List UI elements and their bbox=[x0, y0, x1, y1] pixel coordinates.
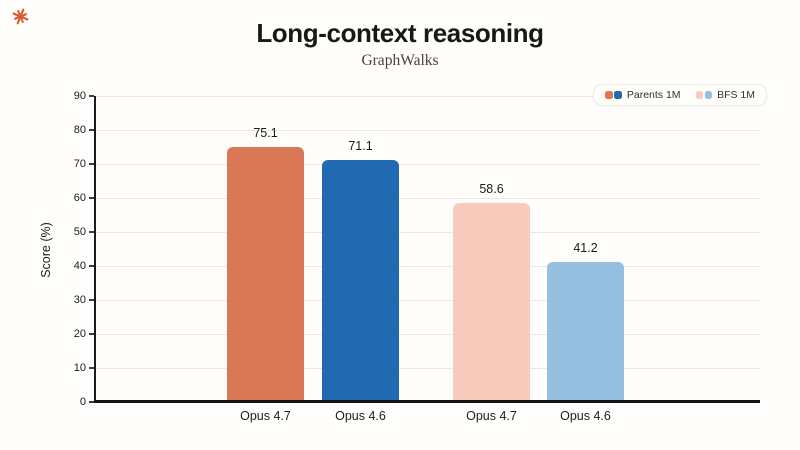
y-tick-label: 70 bbox=[73, 157, 86, 170]
bar-value-label: 71.1 bbox=[348, 139, 373, 154]
y-tick-mark bbox=[89, 333, 94, 335]
legend-swatch bbox=[704, 91, 713, 99]
y-tick-label: 40 bbox=[73, 259, 86, 272]
y-tick-mark bbox=[89, 299, 94, 301]
gridline bbox=[96, 231, 760, 233]
bar bbox=[547, 261, 624, 402]
x-tick-label: Opus 4.7 bbox=[240, 409, 291, 423]
bar bbox=[227, 146, 304, 402]
y-tick-label: 10 bbox=[73, 361, 86, 374]
gridline bbox=[96, 129, 760, 131]
y-tick-label: 20 bbox=[73, 327, 86, 340]
legend-swatch-pair bbox=[605, 91, 622, 99]
y-tick-label: 60 bbox=[73, 191, 86, 204]
legend: Parents 1M BFS 1M bbox=[593, 84, 767, 106]
gridline bbox=[96, 163, 760, 165]
bar-value-label: 75.1 bbox=[253, 125, 278, 140]
gridline bbox=[96, 265, 760, 267]
legend-label: Parents 1M bbox=[626, 89, 681, 101]
starburst-logo-icon bbox=[12, 8, 29, 25]
x-tick-label: Opus 4.7 bbox=[466, 409, 517, 423]
legend-swatch bbox=[605, 91, 613, 99]
x-axis-line bbox=[94, 400, 760, 403]
y-tick-label: 30 bbox=[73, 293, 86, 306]
y-tick-mark bbox=[89, 129, 94, 131]
y-tick-label: 90 bbox=[73, 89, 86, 102]
chart-subtitle: GraphWalks bbox=[361, 52, 439, 69]
legend-swatch-pair bbox=[695, 91, 713, 99]
plot-area bbox=[96, 95, 760, 402]
legend-swatch bbox=[695, 91, 704, 99]
y-axis-line bbox=[94, 96, 96, 402]
y-tick-mark bbox=[89, 231, 94, 233]
legend-label: BFS 1M bbox=[717, 89, 755, 101]
gridline bbox=[96, 197, 760, 199]
y-tick-label: 80 bbox=[73, 123, 86, 136]
legend-swatch bbox=[614, 91, 622, 99]
y-tick-mark bbox=[89, 197, 94, 199]
gridline bbox=[96, 333, 760, 335]
bar bbox=[322, 160, 399, 402]
legend-item: Parents 1M bbox=[605, 89, 681, 101]
y-tick-mark bbox=[89, 163, 94, 165]
y-tick-mark bbox=[89, 367, 94, 369]
y-tick-mark bbox=[89, 401, 94, 403]
gridline bbox=[96, 95, 760, 97]
y-tick-mark bbox=[89, 95, 94, 97]
legend-item: BFS 1M bbox=[695, 89, 755, 101]
y-tick-label: 0 bbox=[79, 395, 86, 408]
bar bbox=[453, 202, 530, 402]
chart-title: Long-context reasoning bbox=[256, 18, 544, 48]
gridline bbox=[96, 299, 760, 301]
bar-value-label: 58.6 bbox=[479, 181, 504, 196]
x-tick-label: Opus 4.6 bbox=[335, 409, 386, 423]
gridline bbox=[96, 367, 760, 369]
x-tick-label: Opus 4.6 bbox=[560, 409, 611, 423]
y-tick-label: 50 bbox=[73, 225, 86, 238]
bar-value-label: 41.2 bbox=[573, 240, 598, 255]
y-tick-mark bbox=[89, 265, 94, 267]
